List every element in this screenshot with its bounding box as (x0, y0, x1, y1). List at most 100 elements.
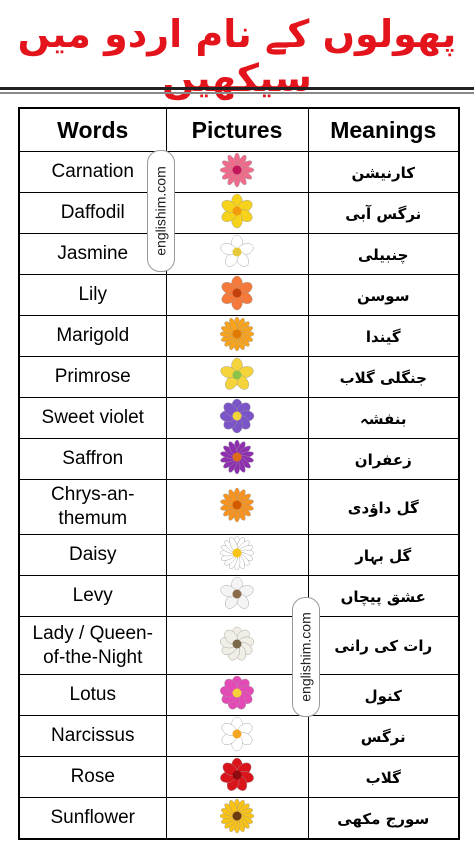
word-cell: Daisy (18, 534, 167, 576)
flower-table: Words Pictures Meanings Carnation کارنیشن… (18, 107, 460, 840)
urdu-meaning: عشق پیچاں (340, 587, 426, 606)
word-cell: Narcissus (18, 715, 167, 757)
flower-picture (220, 576, 254, 609)
table-row: Sweet violet بنفشہ (18, 397, 460, 439)
picture-cell (165, 315, 309, 357)
watermark: englishim.com (292, 597, 320, 717)
meaning-cell: کارنیشن (307, 151, 460, 193)
picture-cell (165, 534, 309, 576)
flower-center (232, 452, 242, 462)
flower-center (232, 729, 242, 739)
picture-cell (165, 274, 309, 316)
flower-center (232, 411, 242, 421)
flower-picture (219, 798, 255, 834)
urdu-meaning: سورج مکھی (337, 809, 430, 828)
flower-picture (221, 275, 253, 311)
english-word: Sunflower (50, 807, 136, 828)
picture-cell (165, 397, 309, 439)
english-word: Daisy (68, 544, 117, 565)
table-row: Saffron زعفران (18, 438, 460, 480)
flower-center (232, 688, 242, 698)
flower-picture (219, 535, 255, 571)
flower-center (232, 770, 242, 780)
column-header: Meanings (307, 107, 460, 152)
meaning-cell: جنگلی گلاب (307, 356, 460, 398)
english-word: Lady / Queen-of-the-Night (32, 622, 153, 668)
word-cell: Lily (18, 274, 167, 316)
word-cell: Levy (18, 575, 167, 617)
meaning-cell: گلاب (307, 756, 460, 798)
flower-picture (220, 439, 254, 475)
flower-picture (221, 193, 253, 229)
flower-picture (219, 398, 255, 434)
word-cell: Carnation (18, 151, 167, 193)
table-row: Rose گلاب (18, 756, 460, 798)
flower-center (232, 288, 242, 298)
urdu-meaning: بنفشہ (359, 409, 407, 428)
meaning-cell: عشق پیچاں (307, 575, 460, 617)
meaning-cell: سوسن (307, 274, 460, 316)
picture-cell (165, 616, 309, 675)
word-cell: Lotus (18, 674, 167, 716)
english-word: Chrys-an-themum (51, 484, 135, 529)
urdu-meaning: کنول (364, 686, 402, 705)
table-row: Jasmine چنبیلی (18, 233, 460, 275)
english-word: Primrose (54, 366, 131, 387)
flower-picture (220, 757, 254, 791)
meaning-cell: چنبیلی (307, 233, 460, 275)
english-word: Narcissus (51, 725, 135, 746)
flower-center (232, 548, 242, 558)
divider (0, 87, 474, 90)
word-cell: Chrys-an-themum (18, 479, 167, 535)
picture-cell (165, 192, 309, 234)
urdu-meaning: چنبیلی (358, 245, 409, 264)
meaning-cell: گل داؤدی (307, 479, 460, 535)
table-row: Chrys-an-themum گل داؤدی (18, 479, 460, 535)
watermark-text: englishim.com (298, 612, 315, 702)
table-row: Primrose جنگلی گلاب (18, 356, 460, 398)
watermark: englishim.com (147, 150, 175, 272)
flower-picture (220, 487, 254, 523)
picture-cell (165, 233, 309, 275)
english-word: Lotus (69, 684, 116, 705)
word-cell: Sunflower (18, 797, 167, 840)
picture-cell (165, 438, 309, 480)
table-row: Lily سوسن (18, 274, 460, 316)
word-cell: Daffodil (18, 192, 167, 234)
english-word: Lily (78, 284, 107, 305)
header-row: Words Pictures Meanings (18, 107, 460, 152)
urdu-meaning: جنگلی گلاب (339, 368, 427, 387)
flower-picture (221, 716, 253, 752)
picture-cell (165, 151, 309, 193)
picture-cell (165, 479, 309, 535)
flower-picture (220, 357, 254, 390)
urdu-meaning: سوسن (357, 286, 410, 305)
urdu-meaning: زعفران (354, 450, 412, 469)
urdu-meaning: رات کی رانی (334, 637, 433, 655)
urdu-meaning: گیندا (365, 327, 401, 346)
table-row: Narcissus نرگس (18, 715, 460, 757)
word-cell: Lady / Queen-of-the-Night (18, 616, 167, 675)
table-row: Lady / Queen-of-the-Night رات کی رانی (18, 616, 460, 675)
table-row: Daffodil نرگس آبی (18, 192, 460, 234)
english-word: Daffodil (60, 202, 125, 223)
flower-picture (220, 675, 254, 710)
picture-cell (165, 575, 309, 617)
meaning-cell: سورج مکھی (307, 797, 460, 840)
divider (0, 92, 474, 94)
english-word: Jasmine (57, 243, 129, 264)
english-word: Marigold (56, 325, 130, 346)
flower-center (232, 329, 242, 339)
meaning-cell: زعفران (307, 438, 460, 480)
flower-center (232, 247, 242, 257)
english-word: Saffron (62, 448, 124, 469)
english-word: Rose (70, 766, 115, 787)
column-header: Words (18, 107, 167, 152)
meaning-cell: رات کی رانی (307, 616, 460, 675)
watermark-text: englishim.com (153, 166, 170, 256)
word-cell: Sweet violet (18, 397, 167, 439)
flower-center (232, 500, 242, 510)
meaning-cell: گیندا (307, 315, 460, 357)
flower-center (232, 165, 242, 175)
